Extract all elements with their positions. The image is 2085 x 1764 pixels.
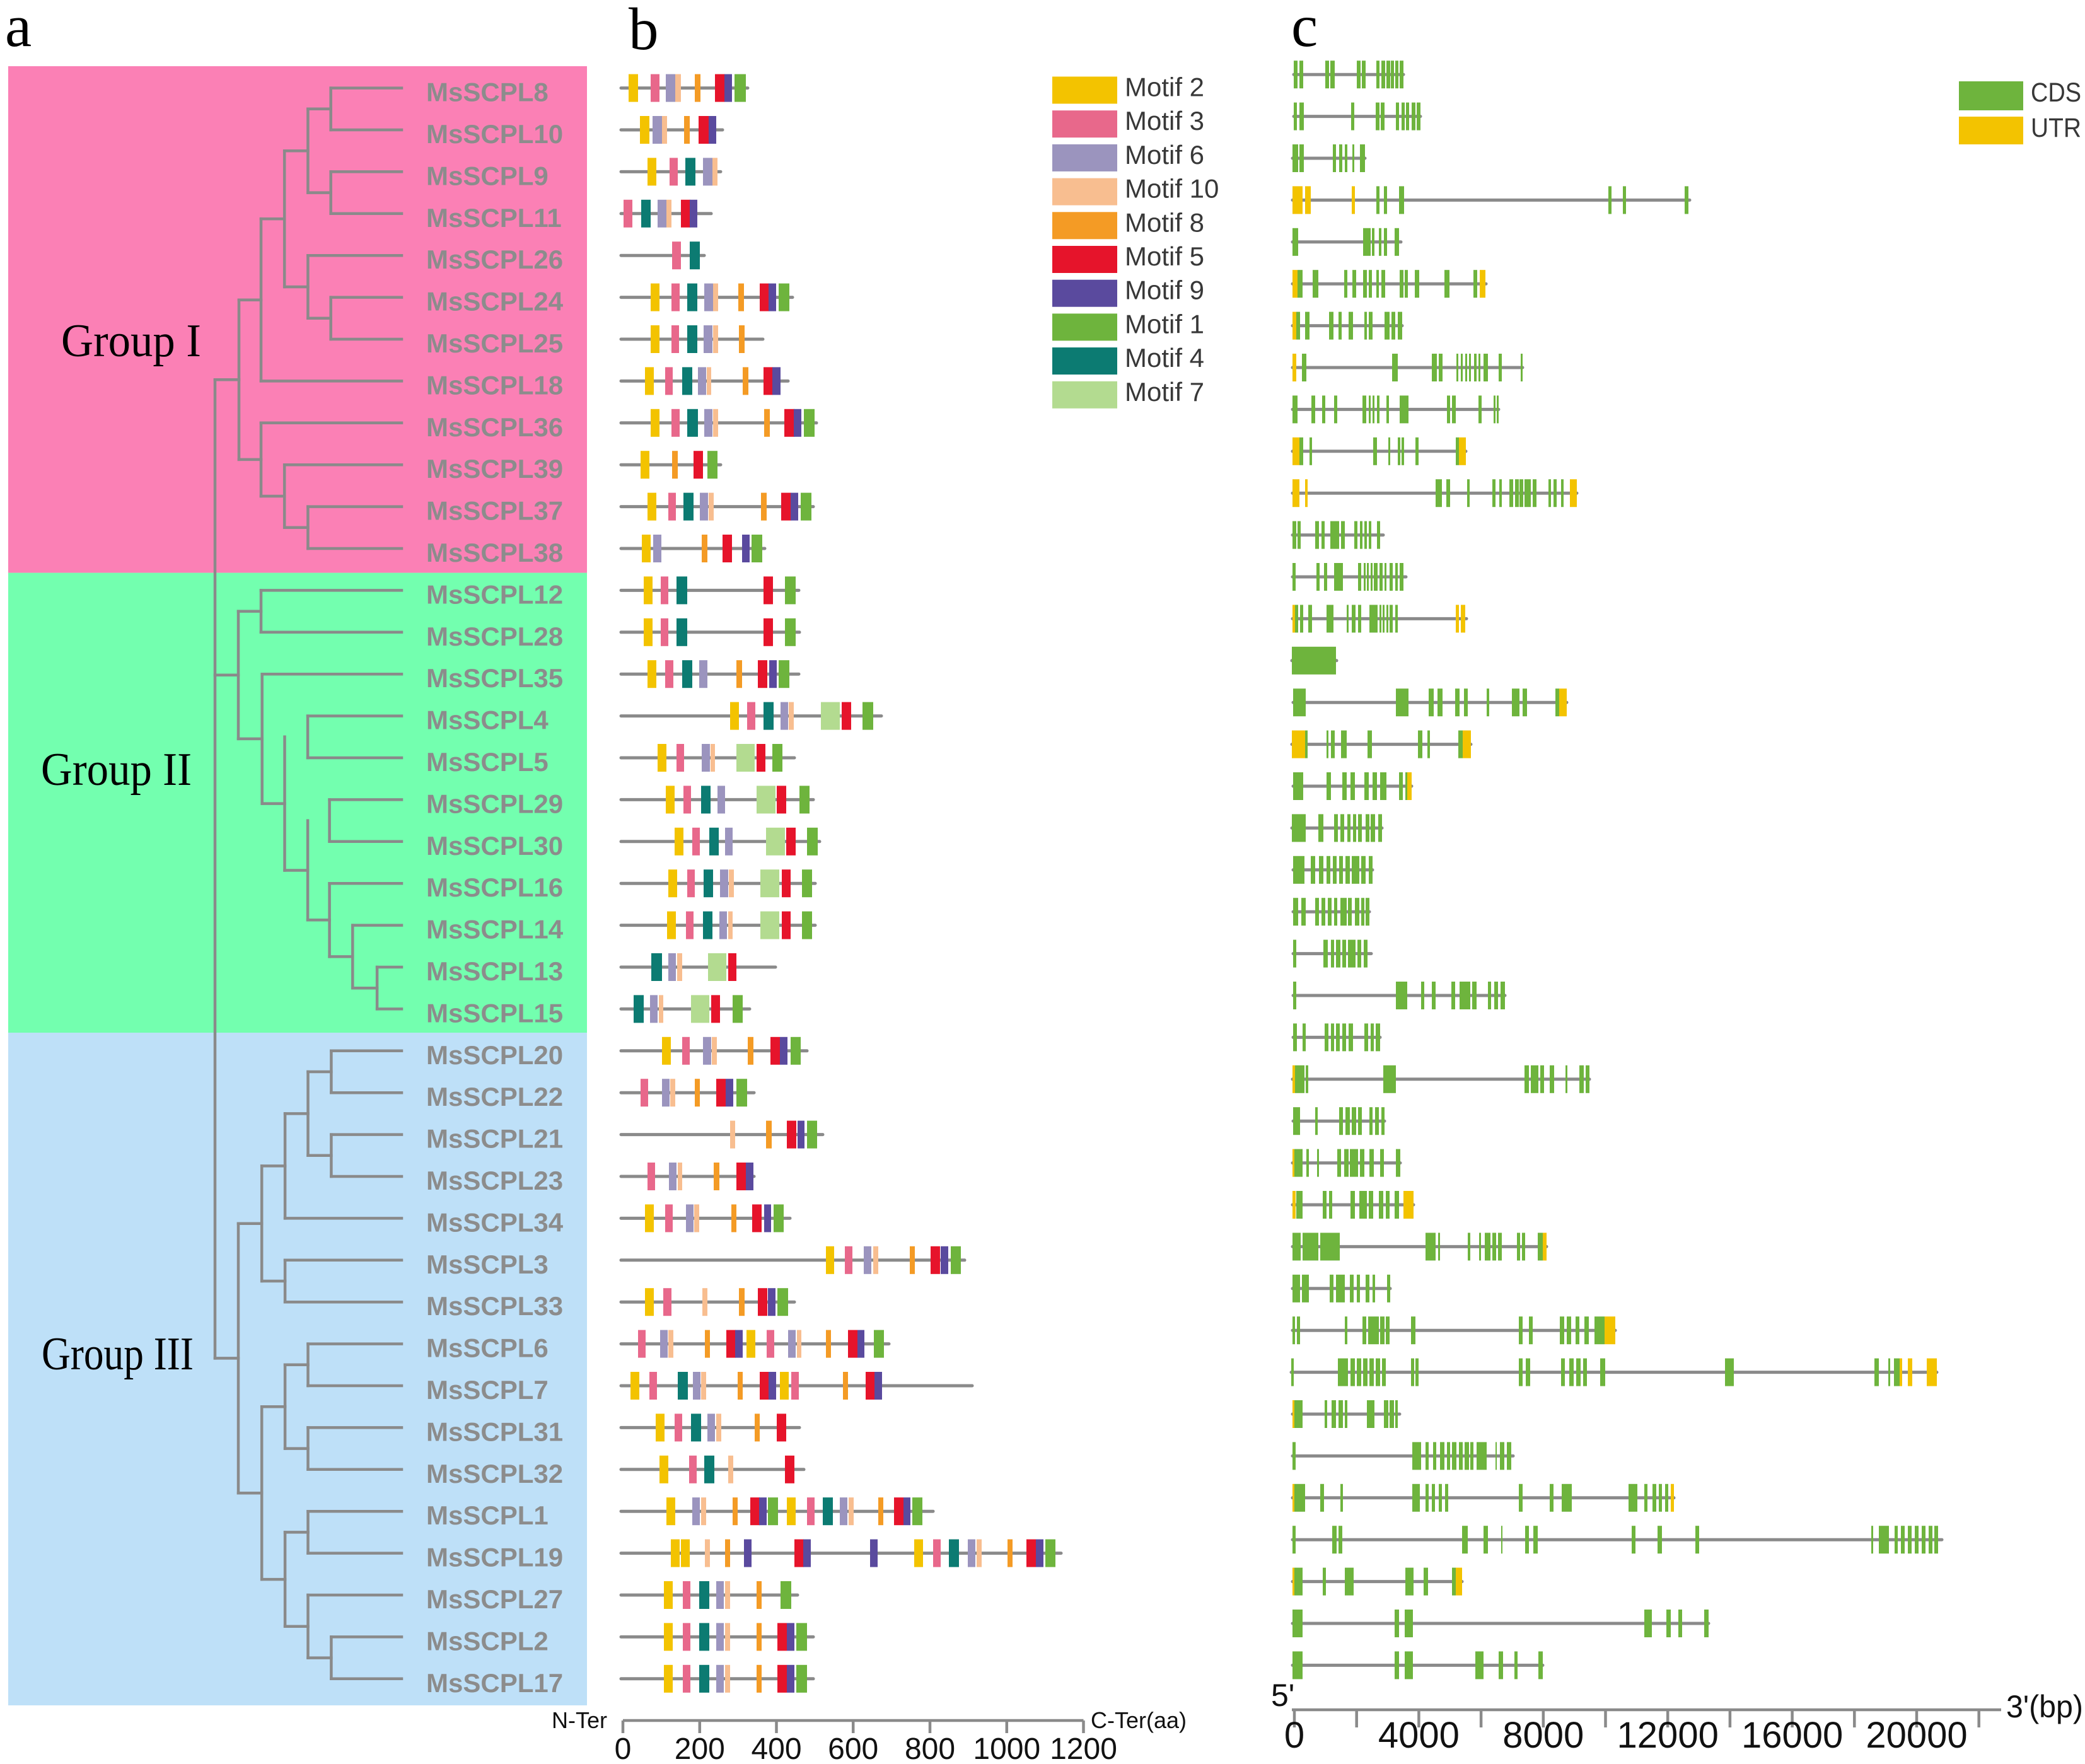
svg-text:c: c xyxy=(1291,0,1318,59)
svg-text:5': 5' xyxy=(1271,1678,1294,1713)
svg-text:CDS: CDS xyxy=(2031,78,2081,108)
svg-text:0: 0 xyxy=(1284,1715,1304,1756)
svg-text:MsSCPL22: MsSCPL22 xyxy=(426,1082,563,1111)
svg-text:8000: 8000 xyxy=(1502,1715,1584,1756)
svg-text:3'(bp): 3'(bp) xyxy=(2006,1689,2083,1724)
svg-text:MsSCPL15: MsSCPL15 xyxy=(426,998,563,1028)
svg-text:C-Ter(aa): C-Ter(aa) xyxy=(1091,1707,1187,1733)
svg-text:MsSCPL2: MsSCPL2 xyxy=(426,1626,549,1656)
svg-text:MsSCPL7: MsSCPL7 xyxy=(426,1375,549,1405)
svg-text:Motif 7: Motif 7 xyxy=(1125,377,1204,407)
svg-text:1000: 1000 xyxy=(973,1732,1040,1764)
svg-text:MsSCPL24: MsSCPL24 xyxy=(426,287,564,316)
svg-text:MsSCPL17: MsSCPL17 xyxy=(426,1668,563,1698)
svg-text:Motif 6: Motif 6 xyxy=(1125,140,1204,170)
svg-text:MsSCPL19: MsSCPL19 xyxy=(426,1543,563,1572)
svg-text:MsSCPL39: MsSCPL39 xyxy=(426,454,563,484)
svg-text:Motif 8: Motif 8 xyxy=(1125,207,1204,237)
svg-text:Group III: Group III xyxy=(42,1328,194,1380)
svg-text:MsSCPL30: MsSCPL30 xyxy=(426,831,563,861)
svg-text:MsSCPL1: MsSCPL1 xyxy=(426,1500,549,1530)
svg-text:Motif 9: Motif 9 xyxy=(1125,276,1204,305)
svg-text:16000: 16000 xyxy=(1741,1715,1843,1756)
svg-text:MsSCPL20: MsSCPL20 xyxy=(426,1040,563,1070)
svg-text:Group II: Group II xyxy=(41,744,192,796)
svg-text:600: 600 xyxy=(828,1732,878,1764)
svg-text:0: 0 xyxy=(615,1732,632,1764)
svg-text:MsSCPL38: MsSCPL38 xyxy=(426,538,563,567)
svg-text:MsSCPL31: MsSCPL31 xyxy=(426,1417,563,1446)
svg-text:MsSCPL3: MsSCPL3 xyxy=(426,1250,549,1279)
svg-text:MsSCPL32: MsSCPL32 xyxy=(426,1459,563,1488)
svg-text:Motif 2: Motif 2 xyxy=(1125,73,1204,102)
svg-text:MsSCPL36: MsSCPL36 xyxy=(426,412,563,442)
svg-text:12000: 12000 xyxy=(1617,1715,1719,1756)
svg-text:a: a xyxy=(5,0,32,59)
svg-text:MsSCPL25: MsSCPL25 xyxy=(426,328,563,358)
svg-text:MsSCPL10: MsSCPL10 xyxy=(426,119,563,149)
svg-text:MsSCPL23: MsSCPL23 xyxy=(426,1166,563,1195)
svg-text:Motif 3: Motif 3 xyxy=(1125,106,1204,136)
svg-text:MsSCPL33: MsSCPL33 xyxy=(426,1291,563,1321)
svg-text:MsSCPL4: MsSCPL4 xyxy=(426,705,549,735)
svg-text:MsSCPL29: MsSCPL29 xyxy=(426,789,563,818)
svg-text:Motif 4: Motif 4 xyxy=(1125,343,1204,373)
svg-text:MsSCPL18: MsSCPL18 xyxy=(426,370,563,400)
svg-text:MsSCPL6: MsSCPL6 xyxy=(426,1333,549,1363)
svg-text:MsSCPL8: MsSCPL8 xyxy=(426,78,549,107)
svg-text:MsSCPL14: MsSCPL14 xyxy=(426,915,564,944)
svg-text:MsSCPL16: MsSCPL16 xyxy=(426,873,563,902)
svg-text:MsSCPL26: MsSCPL26 xyxy=(426,245,563,274)
svg-text:MsSCPL13: MsSCPL13 xyxy=(426,956,563,986)
svg-text:N-Ter: N-Ter xyxy=(552,1707,607,1733)
svg-text:MsSCPL28: MsSCPL28 xyxy=(426,622,563,651)
svg-text:UTR: UTR xyxy=(2031,113,2081,143)
svg-text:MsSCPL12: MsSCPL12 xyxy=(426,579,563,609)
svg-text:400: 400 xyxy=(751,1732,801,1764)
svg-text:1200: 1200 xyxy=(1050,1732,1117,1764)
svg-text:MsSCPL21: MsSCPL21 xyxy=(426,1124,563,1154)
svg-text:b: b xyxy=(629,0,659,62)
svg-text:Motif 1: Motif 1 xyxy=(1125,309,1204,339)
svg-text:MsSCPL35: MsSCPL35 xyxy=(426,663,563,693)
svg-text:Group I: Group I xyxy=(61,315,201,367)
svg-text:MsSCPL37: MsSCPL37 xyxy=(426,496,563,526)
svg-text:20000: 20000 xyxy=(1866,1715,1967,1756)
svg-text:Motif 5: Motif 5 xyxy=(1125,241,1204,271)
svg-text:MsSCPL9: MsSCPL9 xyxy=(426,161,549,190)
svg-text:800: 800 xyxy=(905,1732,955,1764)
svg-text:Motif 10: Motif 10 xyxy=(1125,174,1219,204)
svg-text:MsSCPL11: MsSCPL11 xyxy=(426,203,562,233)
svg-text:200: 200 xyxy=(675,1732,725,1764)
svg-text:MsSCPL5: MsSCPL5 xyxy=(426,747,549,777)
svg-text:MsSCPL34: MsSCPL34 xyxy=(426,1207,564,1237)
svg-text:4000: 4000 xyxy=(1378,1715,1460,1756)
svg-text:MsSCPL27: MsSCPL27 xyxy=(426,1584,563,1614)
